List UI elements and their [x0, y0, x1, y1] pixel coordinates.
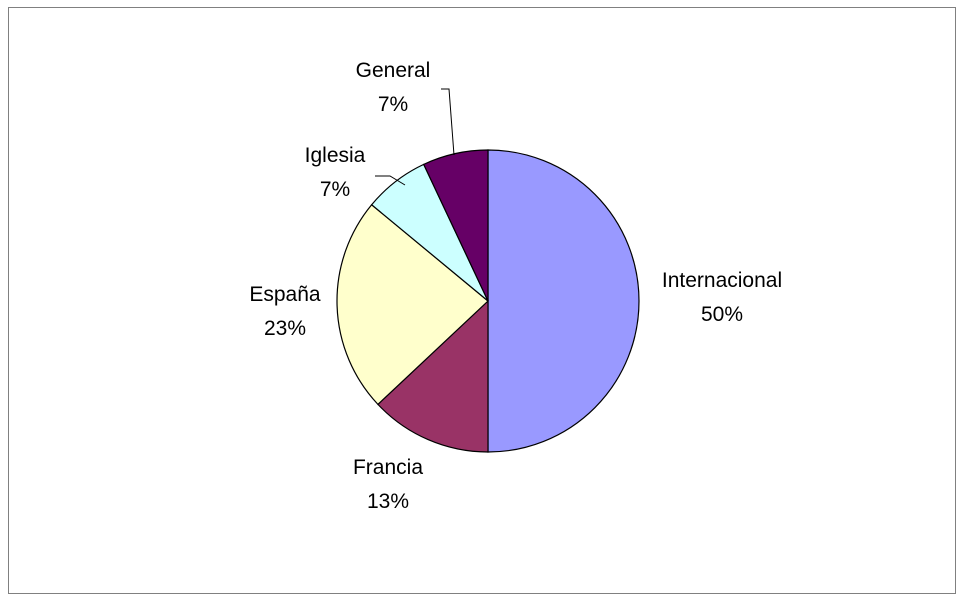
leader-line-iglesia — [375, 175, 406, 186]
pie-slice-francia — [377, 299, 489, 453]
label-francia: Francia — [353, 456, 423, 479]
pie-slice-espana — [336, 203, 489, 406]
leader-line-general — [441, 88, 455, 156]
value-general: 7% — [378, 93, 408, 116]
label-espana: España — [249, 283, 321, 306]
pie-slice-internacional — [487, 149, 640, 453]
label-general: General — [356, 59, 431, 82]
label-internacional: Internacional — [662, 269, 782, 292]
label-iglesia: Iglesia — [305, 144, 366, 167]
value-internacional: 50% — [701, 303, 743, 326]
value-iglesia: 7% — [320, 178, 350, 201]
pie-slices — [336, 149, 640, 453]
value-espana: 23% — [264, 317, 306, 340]
value-francia: 13% — [367, 490, 409, 513]
pie-slice-general — [422, 149, 489, 302]
